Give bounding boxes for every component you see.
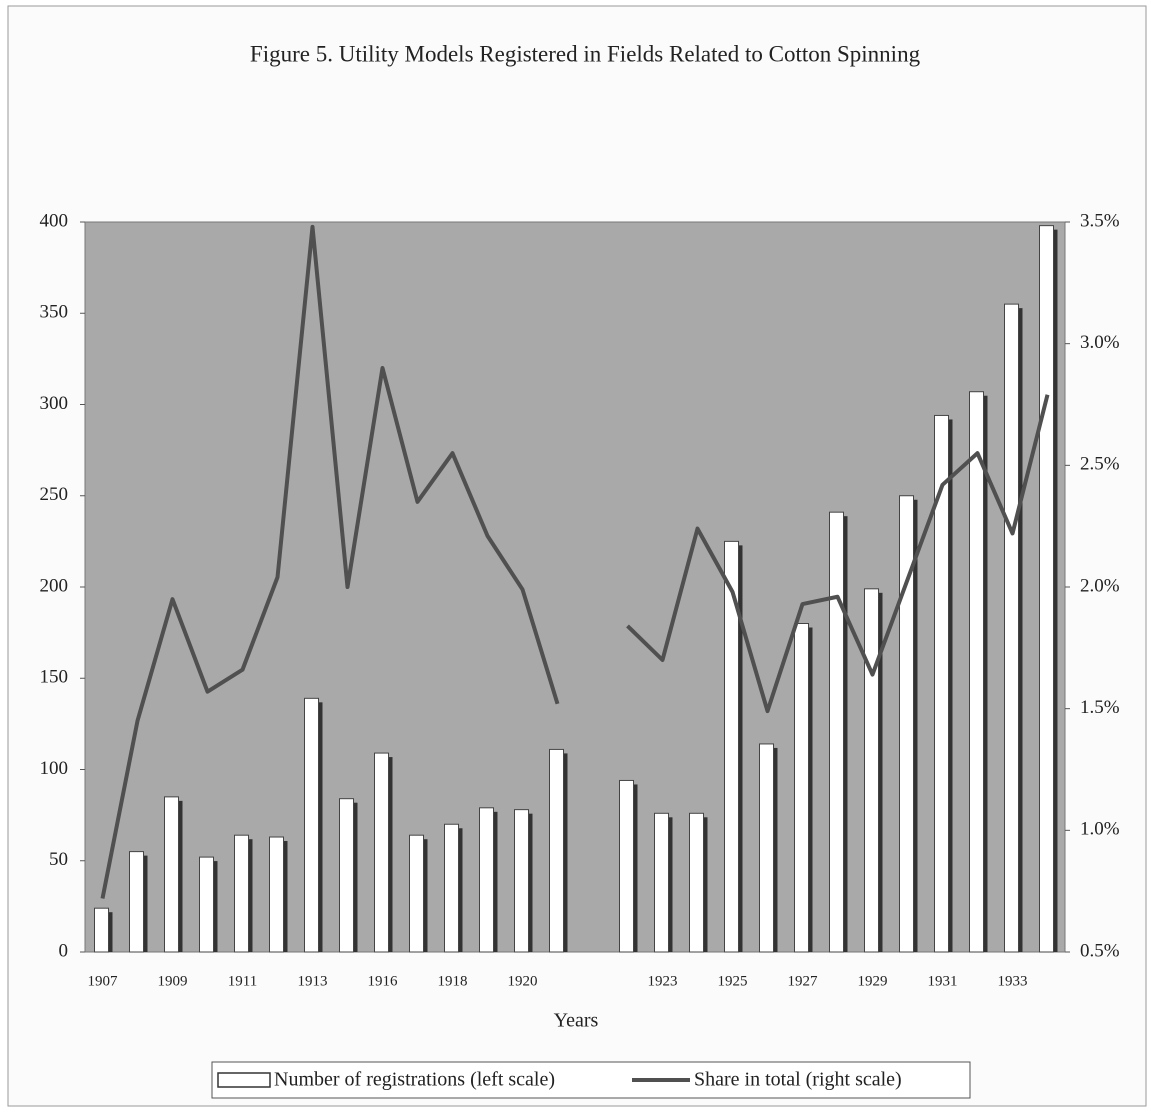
bar	[619, 779, 634, 953]
bar	[339, 798, 354, 953]
bar	[234, 834, 249, 953]
x-tick-label: 1913	[298, 973, 328, 989]
y2-tick-label: 3.5%	[1080, 210, 1120, 231]
y2-tick-label: 1.5%	[1080, 697, 1120, 718]
y-tick-label: 100	[40, 758, 69, 779]
bar	[724, 540, 739, 953]
bar	[129, 851, 144, 953]
x-tick-label: 1920	[508, 973, 538, 989]
bar	[759, 743, 774, 953]
bar	[514, 809, 529, 953]
legend-swatch	[217, 1072, 271, 1088]
x-tick-label: 1918	[438, 973, 468, 989]
bar	[654, 812, 669, 953]
x-tick-label: 1907	[88, 973, 119, 989]
bar	[864, 588, 879, 953]
x-tick-label: 1931	[928, 973, 958, 989]
y2-tick-label: 2.5%	[1080, 454, 1120, 475]
bar	[199, 856, 214, 953]
y2-tick-label: 1.0%	[1080, 819, 1120, 840]
bar	[269, 836, 284, 953]
y2-tick-label: 3.0%	[1080, 332, 1120, 353]
bar	[374, 752, 389, 953]
bar	[794, 623, 809, 953]
x-tick-label: 1933	[998, 973, 1028, 989]
x-tick-label: 1911	[228, 973, 257, 989]
legend-label: Number of registrations (left scale)	[274, 1069, 555, 1091]
bar	[1039, 225, 1054, 953]
y-tick-label: 200	[40, 575, 69, 596]
y2-tick-label: 0.5%	[1080, 940, 1120, 961]
bar	[304, 697, 319, 953]
y-tick-label: 250	[40, 484, 69, 505]
y-tick-label: 150	[40, 667, 69, 688]
y-tick-label: 400	[40, 210, 69, 231]
y-tick-label: 350	[40, 302, 69, 323]
share-line	[100, 224, 1050, 899]
bar	[479, 807, 494, 953]
x-tick-label: 1929	[858, 973, 888, 989]
bar	[899, 495, 914, 953]
bar	[969, 391, 984, 953]
x-tick-label: 1909	[158, 973, 188, 989]
bar	[689, 812, 704, 953]
x-tick-label: 1925	[718, 973, 748, 989]
y-tick-label: 50	[49, 849, 68, 870]
legend-label: Share in total (right scale)	[694, 1069, 902, 1091]
bar	[1004, 303, 1019, 953]
bar	[549, 748, 564, 953]
y-tick-label: 0	[59, 940, 69, 961]
chart-title: Figure 5. Utility Models Registered in F…	[250, 41, 921, 66]
bar	[444, 823, 459, 953]
x-tick-label: 1927	[788, 973, 819, 989]
x-tick-label: 1916	[368, 973, 399, 989]
bar	[829, 511, 844, 953]
x-tick-label: 1923	[648, 973, 678, 989]
bar	[409, 834, 424, 953]
y-tick-label: 300	[40, 393, 69, 414]
legend-box	[211, 1061, 971, 1099]
bar	[934, 414, 949, 953]
plot-area	[84, 221, 1066, 953]
bar	[164, 796, 179, 953]
x-axis-label: Years	[554, 1010, 599, 1032]
y2-tick-label: 2.0%	[1080, 575, 1120, 596]
bar	[94, 907, 109, 953]
